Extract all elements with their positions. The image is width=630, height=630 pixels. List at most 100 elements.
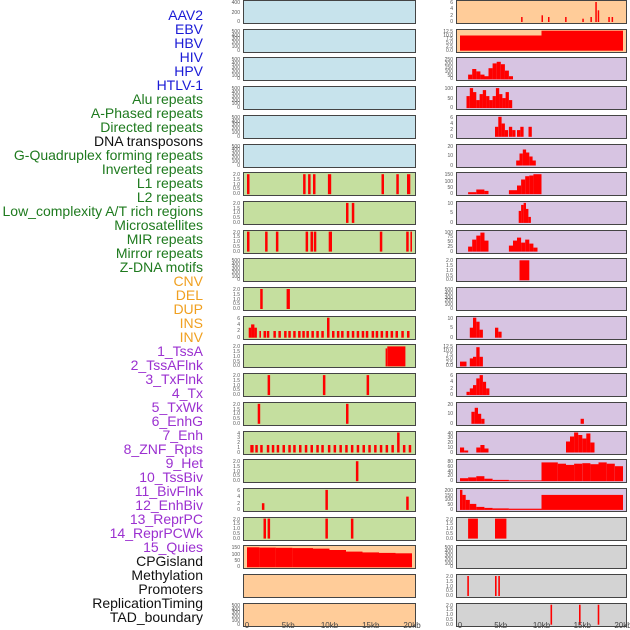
track-label: 2_TssAFlnk (130, 357, 203, 373)
track-label: Promoters (138, 581, 203, 597)
y-tick-label: 300 (231, 36, 240, 43)
bar (498, 331, 502, 338)
y-tick-label: 2.0 (446, 602, 453, 609)
bar (504, 70, 509, 80)
bar (614, 466, 623, 482)
left-panel (243, 574, 416, 598)
y-tick-label: 0 (237, 449, 240, 456)
bar (479, 356, 483, 367)
bar (473, 385, 477, 396)
right-panel (456, 315, 627, 340)
y-tick-label: 0.0 (446, 621, 453, 628)
bar (303, 174, 306, 195)
y-tick-label: 5 (450, 210, 453, 217)
bar (275, 547, 293, 568)
y-tick-label: 1.0 (233, 411, 240, 418)
y-tick-label: 1.5 (446, 521, 453, 528)
y-tick-label: 100 (231, 130, 240, 136)
bar (476, 378, 480, 396)
bar (488, 68, 493, 80)
y-tick-label: 0.0 (233, 306, 240, 312)
track-label: Methylation (131, 567, 203, 583)
track-label: 13_ReprPC (129, 511, 203, 527)
bar (479, 329, 483, 338)
y-tick-label: 2.5 (446, 359, 453, 366)
bar (248, 327, 252, 338)
bar (582, 463, 591, 482)
bar (541, 30, 623, 51)
y-tick-label: 1.0 (233, 181, 240, 188)
x-tick-label: 20kb (614, 621, 630, 630)
y-tick-label: 500 (231, 28, 240, 35)
bar (606, 463, 615, 482)
bar (519, 153, 523, 166)
y-tick-label: 2.0 (233, 401, 240, 408)
bar (250, 445, 254, 453)
y-tick-label: 20 (447, 401, 453, 408)
bar (484, 507, 493, 510)
bar (598, 462, 607, 482)
bar (471, 411, 475, 424)
bar (465, 499, 470, 510)
y-tick-label: 2.0 (233, 172, 240, 179)
y-tick-label: 0.5 (446, 530, 453, 537)
bar (469, 327, 474, 338)
bar (597, 10, 600, 22)
bar (472, 69, 477, 80)
y-tick-label: 100 (231, 273, 240, 280)
bar (371, 331, 375, 338)
x-tick-label: 15kb (573, 621, 591, 630)
left-panel (243, 114, 416, 139)
bar (345, 445, 348, 453)
bar (468, 74, 473, 80)
bar (566, 441, 571, 453)
bar (476, 189, 485, 195)
y-tick-label: 1.0 (446, 267, 453, 274)
bar (271, 445, 275, 453)
bar (580, 418, 584, 424)
bar (481, 418, 485, 424)
bar (492, 508, 509, 510)
bar (498, 576, 500, 596)
bar (288, 331, 291, 338)
bar (263, 518, 266, 539)
y-tick-label: 100 (444, 560, 453, 567)
x-tick-label: 5kb (494, 621, 508, 630)
bar (350, 445, 354, 453)
y-tick-label: 400 (444, 290, 453, 297)
bar (495, 327, 499, 338)
y-tick-label: 1.5 (233, 406, 240, 413)
track-label: 6_EnhG (151, 413, 203, 429)
x-tick-label: 0 (457, 621, 463, 630)
track-label: DNA transposons (94, 133, 203, 149)
bar (460, 35, 542, 51)
y-tick-label: 400 (231, 147, 240, 154)
bar (474, 407, 478, 424)
y-tick-label: 1.0 (233, 353, 240, 360)
bar (380, 331, 384, 338)
bar (396, 174, 399, 195)
bar (476, 506, 485, 510)
y-tick-label: 4 (237, 430, 240, 437)
x-tick-label: 0 (244, 621, 250, 630)
y-tick-label: 2 (450, 127, 453, 134)
bar (495, 576, 497, 596)
y-tick-label: 1.5 (446, 263, 453, 270)
bar (484, 190, 489, 195)
y-tick-label: 300 (231, 265, 240, 272)
y-tick-label: 400 (231, 262, 240, 269)
bar (508, 190, 517, 195)
track-label: AAV2 (168, 7, 203, 23)
y-tick-label: 40 (447, 468, 453, 475)
y-tick-label: 6 (450, 373, 453, 380)
y-tick-label: 4 (237, 494, 240, 501)
bar (464, 450, 469, 453)
bar (306, 331, 309, 338)
y-tick-label: 0 (450, 219, 453, 226)
bar (482, 381, 487, 396)
y-tick-label: 0.5 (233, 473, 240, 480)
y-tick-label: 200 (231, 40, 240, 47)
bar (379, 552, 396, 568)
bar (586, 433, 591, 453)
